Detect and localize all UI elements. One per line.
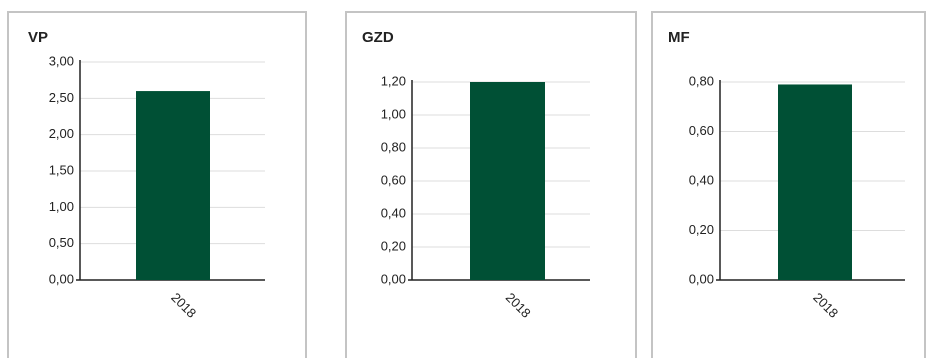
y-tick-label: 0,20 — [381, 238, 406, 253]
bar — [136, 91, 210, 280]
y-tick-label: 0,60 — [381, 172, 406, 187]
chart-title: GZD — [362, 29, 394, 46]
y-tick-label: 0,20 — [689, 222, 714, 237]
y-tick-label: 0,40 — [689, 172, 714, 187]
y-tick-label: 0,50 — [49, 235, 74, 250]
bar — [778, 84, 852, 280]
y-tick-label: 0,60 — [689, 123, 714, 138]
y-tick-label: 0,40 — [381, 205, 406, 220]
y-tick-label: 0,00 — [381, 271, 406, 286]
bar — [470, 82, 545, 280]
y-tick-label: 2,00 — [49, 126, 74, 141]
y-tick-label: 0,00 — [49, 271, 74, 286]
chart-title: MF — [668, 29, 690, 46]
y-tick-label: 1,00 — [381, 106, 406, 121]
y-tick-label: 1,50 — [49, 162, 74, 177]
y-tick-label: 2,50 — [49, 90, 74, 105]
y-tick-label: 1,20 — [381, 73, 406, 88]
y-tick-label: 1,00 — [49, 199, 74, 214]
y-tick-label: 0,80 — [381, 139, 406, 154]
y-tick-label: 3,00 — [49, 53, 74, 68]
chart-title: VP — [28, 29, 48, 46]
y-tick-label: 0,00 — [689, 271, 714, 286]
y-tick-label: 0,80 — [689, 73, 714, 88]
